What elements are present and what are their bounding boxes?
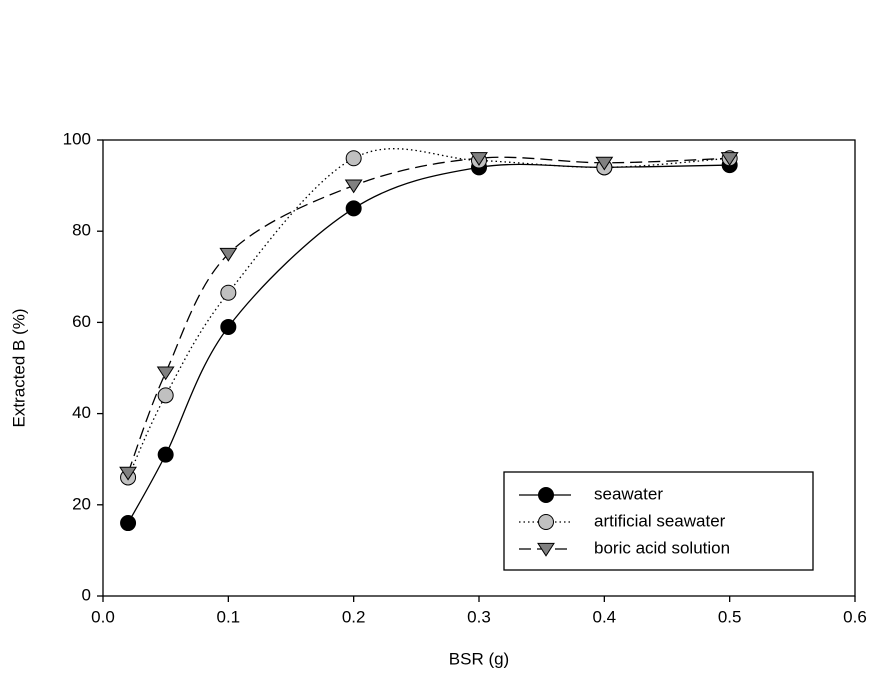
y-tick-label: 40	[72, 403, 91, 422]
data-point	[219, 247, 238, 262]
data-point	[119, 466, 137, 481]
x-tick-label: 0.2	[342, 607, 366, 626]
x-tick-label: 0.1	[217, 607, 241, 626]
x-tick-label: 0.5	[718, 607, 742, 626]
legend-label: boric acid solution	[594, 538, 730, 557]
legend-marker	[537, 542, 555, 557]
y-tick-label: 80	[72, 221, 91, 240]
x-tick-label: 0.0	[91, 607, 115, 626]
series-line	[127, 148, 730, 478]
legend-label: seawater	[594, 484, 663, 503]
data-point	[344, 179, 363, 194]
data-point	[220, 318, 237, 335]
x-tick-label: 0.6	[843, 607, 867, 626]
x-axis-title: BSR (g)	[449, 649, 509, 668]
data-point	[157, 387, 174, 404]
y-tick-label: 100	[63, 129, 91, 148]
data-point	[345, 200, 362, 217]
y-tick-label: 0	[82, 585, 91, 604]
y-tick-label: 20	[72, 494, 91, 513]
data-point	[720, 152, 739, 166]
data-point	[595, 156, 614, 171]
series-line	[127, 163, 730, 524]
y-axis-title: Extracted B (%)	[9, 308, 28, 427]
data-point	[345, 150, 362, 167]
legend-label: artificial seawater	[594, 511, 726, 530]
y-tick-label: 60	[72, 312, 91, 331]
x-tick-label: 0.3	[467, 607, 491, 626]
data-point	[120, 515, 137, 532]
legend-box	[503, 471, 814, 571]
data-point	[220, 284, 237, 301]
legend-marker	[538, 514, 554, 530]
data-point	[157, 446, 174, 463]
legend-marker	[538, 487, 554, 503]
data-point	[470, 152, 488, 166]
data-point	[156, 366, 175, 381]
series-line	[127, 156, 730, 474]
x-tick-label: 0.4	[593, 607, 617, 626]
